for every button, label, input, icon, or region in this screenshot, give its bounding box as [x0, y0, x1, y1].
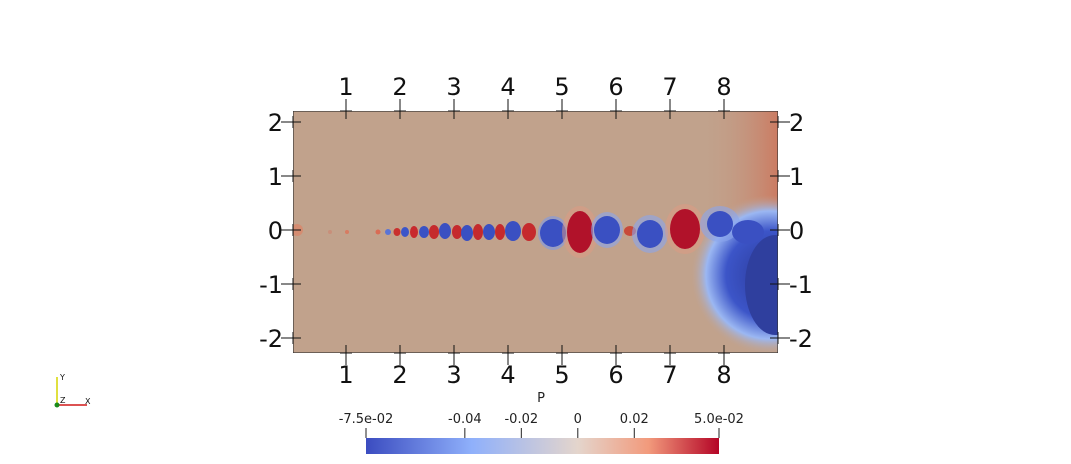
y-tick-label-left: 1	[268, 163, 283, 191]
colorbar-tick-label: -0.02	[504, 412, 538, 427]
y-tick-label-right: -1	[789, 271, 813, 299]
triad-x-label: X	[85, 397, 91, 406]
x-axis-bottom-labels: 1 2 3 4 5 6 7 8	[338, 361, 731, 389]
x-tick-label-bottom: 6	[608, 361, 623, 389]
x-tick-label-bottom: 4	[500, 361, 515, 389]
colorbar: P -7.5e-02 -0.04 -0.02 0 0.02 5.0e-02	[339, 391, 744, 454]
x-tick-label-bottom: 3	[446, 361, 461, 389]
triad-z-label: Z	[60, 396, 66, 405]
y-tick-label-left: 0	[268, 217, 283, 245]
y-tick-label-right: 2	[789, 109, 804, 137]
colorbar-tick-label: -0.04	[448, 412, 482, 427]
y-axis-left-labels: 2 1 0 -1 -2	[259, 109, 283, 353]
y-axis-right-labels: 2 1 0 -1 -2	[789, 109, 813, 353]
triad-y-label: Y	[59, 373, 65, 382]
x-tick-label-top: 4	[500, 73, 515, 101]
y-tick-label-left: -1	[259, 271, 283, 299]
x-tick-label-top: 2	[392, 73, 407, 101]
colorbar-tick-label: 0	[574, 412, 582, 427]
pressure-field	[293, 111, 778, 353]
x-tick-label-bottom: 1	[338, 361, 353, 389]
y-tick-label-right: 1	[789, 163, 804, 191]
x-tick-label-top: 6	[608, 73, 623, 101]
colorbar-gradient	[366, 438, 719, 454]
x-tick-label-bottom: 8	[716, 361, 731, 389]
y-tick-label-left: 2	[268, 109, 283, 137]
y-tick-label-left: -2	[259, 325, 283, 353]
x-tick-label-top: 3	[446, 73, 461, 101]
x-tick-label-top: 7	[662, 73, 677, 101]
x-tick-label-top: 1	[338, 73, 353, 101]
colorbar-tick-label: -7.5e-02	[339, 412, 394, 427]
colorbar-tick-label: 0.02	[620, 412, 649, 427]
x-tick-label-bottom: 2	[392, 361, 407, 389]
y-tick-label-right: -2	[789, 325, 813, 353]
x-tick-label-top: 8	[716, 73, 731, 101]
y-tick-label-right: 0	[789, 217, 804, 245]
orientation-triad: Y Z X	[54, 373, 91, 408]
x-tick-label-bottom: 7	[662, 361, 677, 389]
axis-grid	[281, 99, 790, 365]
vortex-street	[293, 204, 764, 258]
x-tick-label-bottom: 5	[554, 361, 569, 389]
x-axis-top-labels: 1 2 3 4 5 6 7 8	[338, 73, 731, 101]
colorbar-title: P	[537, 391, 545, 406]
x-tick-label-top: 5	[554, 73, 569, 101]
colorbar-tick-label: 5.0e-02	[694, 412, 744, 427]
